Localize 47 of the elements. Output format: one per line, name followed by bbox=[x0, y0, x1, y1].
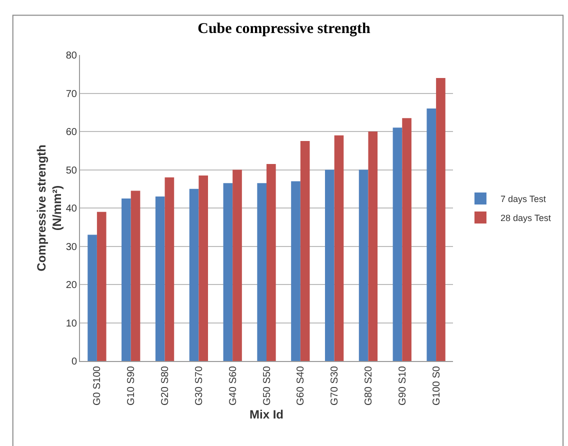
bar bbox=[122, 198, 131, 361]
bar bbox=[189, 188, 199, 361]
y-tick-label: 60 bbox=[66, 127, 78, 138]
bar bbox=[334, 135, 344, 361]
bar bbox=[155, 196, 165, 361]
x-tick-label: G90 S10 bbox=[397, 366, 408, 406]
bar bbox=[88, 234, 97, 361]
y-tick-label: 70 bbox=[66, 88, 78, 100]
x-tick-label: G0 S100 bbox=[92, 366, 104, 406]
bar bbox=[198, 175, 208, 361]
x-axis-title: Mix Id bbox=[249, 407, 284, 422]
x-tick-label: G100 S0 bbox=[431, 366, 442, 406]
y-tick-label: 20 bbox=[66, 280, 78, 291]
x-tick-label: G30 S70 bbox=[194, 366, 205, 406]
bar bbox=[164, 177, 174, 361]
bar bbox=[130, 190, 140, 361]
x-tick-label: G40 S60 bbox=[228, 366, 239, 406]
y-axis-title: Compressive strength (N/mm²) bbox=[34, 144, 64, 272]
x-tick-label: G10 S90 bbox=[126, 366, 138, 406]
y-tick-label: 80 bbox=[66, 50, 78, 62]
bar bbox=[426, 108, 436, 361]
legend-label: 28 days Test bbox=[500, 213, 552, 224]
y-tick-label: 30 bbox=[66, 242, 78, 253]
y-tick-label: 40 bbox=[66, 204, 78, 214]
x-tick-label: G70 S30 bbox=[330, 366, 341, 406]
bar bbox=[291, 181, 300, 361]
y-tick-label: 50 bbox=[66, 165, 78, 176]
bar bbox=[300, 141, 310, 361]
bar bbox=[324, 170, 334, 361]
legend-label: 7 days Test bbox=[500, 194, 546, 204]
bar bbox=[436, 78, 446, 361]
bar bbox=[266, 164, 276, 361]
bar bbox=[402, 118, 412, 361]
y-tick-label: 10 bbox=[66, 318, 78, 330]
x-tick-label: G20 S80 bbox=[160, 366, 172, 406]
bar bbox=[358, 170, 368, 361]
bar bbox=[223, 183, 233, 361]
x-tick-label: G80 S20 bbox=[363, 366, 374, 406]
bar bbox=[257, 183, 266, 361]
chart-title: Cube compressive strength bbox=[198, 20, 372, 37]
bar bbox=[392, 128, 402, 361]
bar bbox=[368, 132, 378, 361]
bar bbox=[232, 170, 242, 361]
x-tick-label: G60 S40 bbox=[296, 366, 307, 406]
bar bbox=[96, 212, 106, 361]
y-tick-label: 0 bbox=[71, 356, 78, 368]
x-tick-label: G50 S50 bbox=[262, 366, 273, 406]
